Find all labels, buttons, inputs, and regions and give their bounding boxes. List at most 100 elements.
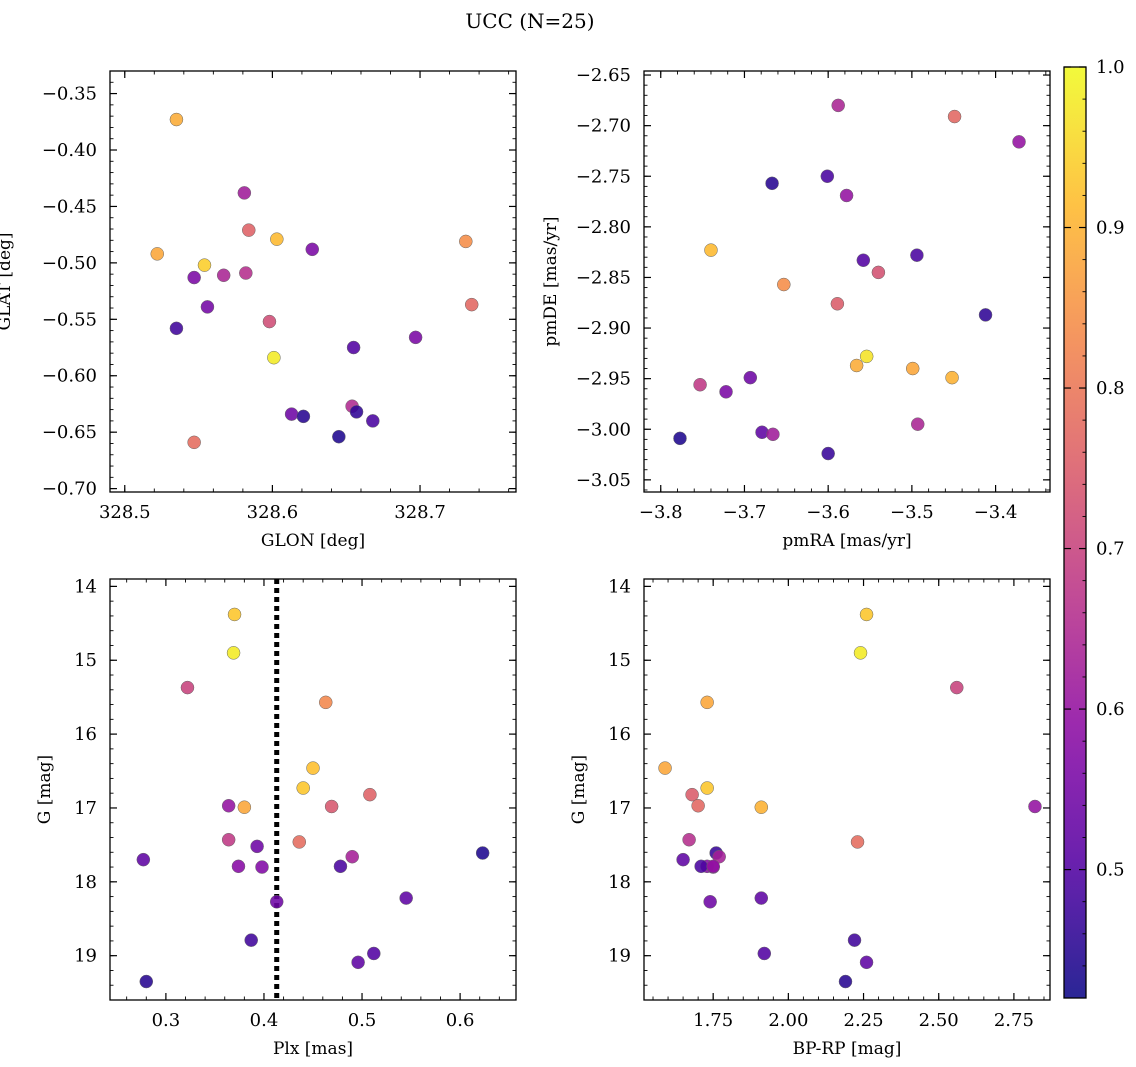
- scatter-point: [1012, 135, 1026, 149]
- scatter-point: [296, 781, 310, 795]
- scatter-point: [250, 839, 264, 854]
- scatter-point: [180, 680, 195, 695]
- y-tick-label: 15: [74, 650, 97, 671]
- scatter-point: [831, 98, 845, 113]
- colorbar-tick-label: 0.8: [1096, 378, 1125, 399]
- scatter-point: [269, 895, 284, 909]
- scatter-point: [459, 234, 473, 249]
- colorbar-tick-label: 0.6: [1096, 699, 1125, 720]
- scatter-point: [754, 891, 769, 905]
- x-tick-label: 0.6: [446, 1010, 475, 1031]
- scatter-point: [366, 414, 380, 428]
- y-tick-label: 16: [608, 724, 631, 745]
- x-tick-label: 2.50: [919, 1010, 959, 1031]
- scatter-point: [475, 846, 490, 860]
- scatter-point: [349, 405, 364, 419]
- y-tick-label: 14: [74, 576, 97, 597]
- x-tick-label: −3.4: [974, 502, 1018, 523]
- y-tick-label: −2.75: [576, 166, 631, 187]
- scatter-point: [712, 849, 726, 864]
- axes-frame: [643, 70, 1051, 493]
- scatter-point: [237, 800, 252, 814]
- x-axis-label: BP-RP [mag]: [793, 1039, 902, 1059]
- scatter-point: [693, 377, 707, 392]
- colorbar-tick-label: 0.5: [1096, 860, 1125, 881]
- panel-pmra-pmde: −3.8 −3.7 −3.6 −3.5 −3.4 −2.65 −2.70 −2.75 −2.80…: [541, 65, 1051, 551]
- scatter-point: [978, 308, 993, 322]
- scatter-point: [838, 974, 853, 989]
- scatter-point: [859, 955, 874, 970]
- scatter-point: [847, 933, 862, 947]
- scatter-point: [1028, 799, 1042, 814]
- scatter-point: [187, 435, 201, 450]
- scatter-point: [766, 427, 780, 442]
- y-tick-label: 18: [608, 872, 631, 893]
- x-axis-label: pmRA [mas/yr]: [782, 531, 911, 551]
- scatter-point: [905, 361, 920, 376]
- colorbar-gradient: [1064, 67, 1086, 998]
- y-tick-label: −0.45: [42, 196, 97, 217]
- scatter-point: [150, 247, 164, 261]
- x-axis-label: Plx [mas]: [273, 1039, 353, 1059]
- scatter-point: [408, 330, 423, 345]
- y-axis-label: GLAT [deg]: [0, 232, 15, 330]
- y-tick-label: −0.65: [42, 422, 97, 443]
- scatter-point: [221, 832, 236, 847]
- scatter-point: [856, 253, 871, 267]
- scatter-point: [743, 370, 758, 385]
- scatter-point: [839, 188, 854, 203]
- x-tick-label: 2.00: [768, 1010, 808, 1031]
- scatter-point: [754, 800, 769, 814]
- scatter-point: [859, 349, 874, 364]
- scatter-point: [242, 223, 256, 237]
- y-tick-label: 17: [608, 798, 631, 819]
- scatter-point: [139, 974, 154, 989]
- scatter-point: [682, 832, 696, 847]
- scatter-point: [676, 852, 690, 867]
- x-tick-label: 1.75: [693, 1010, 733, 1031]
- colorbar-tick-label: 1.0: [1096, 57, 1125, 78]
- y-tick-label: −2.70: [576, 116, 631, 137]
- x-tick-label: −3.6: [806, 502, 850, 523]
- scatter-point: [351, 955, 365, 970]
- scatter-panels: 328.5 328.6 328.7 −0.35 −0.40 −0.45 −0.50 −0.55…: [0, 65, 1051, 1059]
- y-tick-label: −0.55: [42, 309, 97, 330]
- scatter-point: [216, 268, 231, 283]
- scatter-point: [950, 680, 964, 695]
- scatter-point: [830, 297, 845, 311]
- scatter-point: [306, 761, 320, 775]
- scatter-point: [685, 787, 699, 802]
- scatter-point: [324, 799, 339, 814]
- scatter-point: [691, 798, 705, 813]
- x-tick-label: 2.75: [994, 1010, 1034, 1031]
- scatter-point: [945, 370, 959, 385]
- x-tick-label: 0.3: [152, 1010, 181, 1031]
- scatter-point: [853, 646, 868, 660]
- y-tick-label: 15: [608, 650, 631, 671]
- scatter-point: [237, 186, 252, 200]
- scatter-point: [700, 781, 714, 795]
- scatter-point: [305, 242, 320, 257]
- colorbar-frame: [1063, 66, 1087, 999]
- scatter-point: [197, 258, 212, 272]
- scatter-point: [292, 835, 307, 849]
- scatter-point: [345, 849, 359, 864]
- y-tick-label: −0.70: [42, 479, 97, 500]
- panel-glon-glat: 328.5 328.6 328.7 −0.35 −0.40 −0.45 −0.50 −0.55…: [0, 70, 517, 551]
- scatter-point: [262, 314, 277, 329]
- x-tick-label: 0.5: [348, 1010, 377, 1031]
- scatter-point: [239, 266, 253, 280]
- scatter-point: [706, 859, 720, 874]
- scatter-point: [187, 270, 201, 285]
- y-axis-label: G [mag]: [35, 755, 55, 824]
- scatter-point: [296, 409, 311, 424]
- y-tick-label: −0.40: [42, 140, 97, 161]
- scatter-point: [947, 109, 962, 124]
- scatter-point: [719, 385, 733, 399]
- y-tick-label: 19: [608, 946, 631, 967]
- colorbar: 0.5 0.6 0.7 0.8 0.9 1.0: [1063, 57, 1125, 999]
- scatter-point: [227, 607, 242, 622]
- figure-title: UCC (N=25): [465, 9, 594, 33]
- scatter-point: [658, 761, 672, 775]
